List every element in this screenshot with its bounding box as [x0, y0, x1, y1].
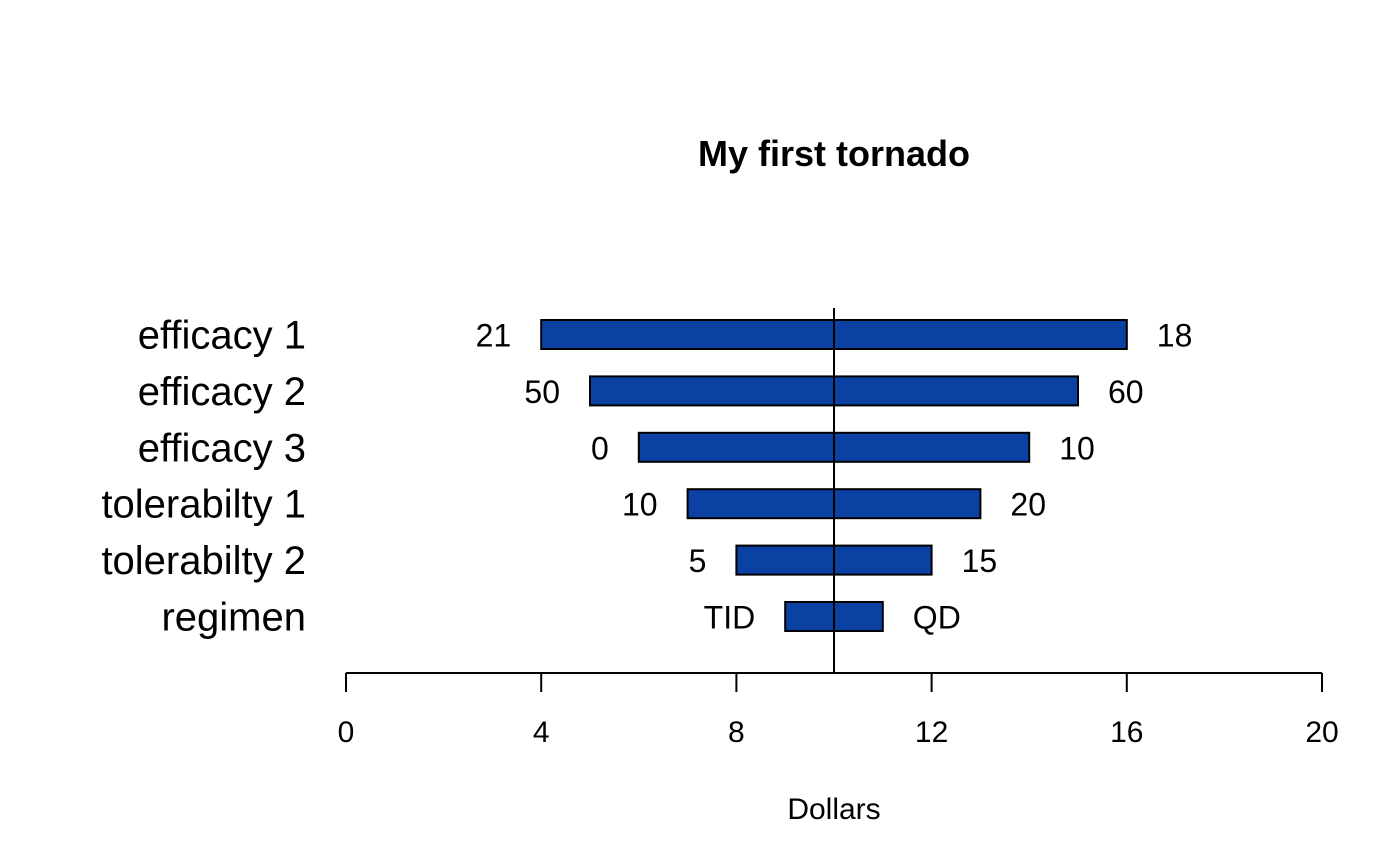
high-value-label: 60 [1108, 374, 1144, 410]
x-tick-label: 20 [1305, 716, 1338, 749]
end-labels: 21 18 50 60 0 10 10 20 5 15 TID QD [476, 318, 1193, 636]
high-value-label: QD [913, 600, 961, 636]
high-value-label: 15 [962, 543, 998, 579]
high-value-label: 10 [1059, 430, 1095, 466]
category-label: efficacy 2 [138, 370, 306, 414]
low-value-label: 10 [622, 487, 658, 523]
low-value-label: 21 [476, 318, 512, 354]
x-tick-label: 16 [1110, 716, 1143, 749]
high-value-label: 20 [1010, 487, 1046, 523]
category-label: efficacy 3 [138, 426, 306, 470]
x-tick-label: 0 [338, 716, 355, 749]
low-value-label: 50 [524, 374, 560, 410]
x-tick-label: 4 [533, 716, 550, 749]
chart-title: My first tornado [698, 133, 970, 174]
category-label: regimen [161, 596, 306, 640]
category-label: efficacy 1 [138, 314, 306, 358]
x-tick-label: 8 [728, 716, 745, 749]
x-axis: 0 4 8 12 16 20 [338, 672, 1339, 749]
category-labels: efficacy 1 efficacy 2 efficacy 3 tolerabilt… [101, 314, 306, 640]
low-value-label: 5 [689, 543, 707, 579]
category-label: tolerabilty 1 [101, 483, 306, 527]
high-value-label: 18 [1157, 318, 1193, 354]
x-axis-title: Dollars [787, 793, 880, 826]
category-label: tolerabilty 2 [101, 539, 306, 583]
low-value-label: TID [704, 600, 756, 636]
x-tick-label: 12 [915, 716, 948, 749]
low-value-label: 0 [591, 430, 609, 466]
